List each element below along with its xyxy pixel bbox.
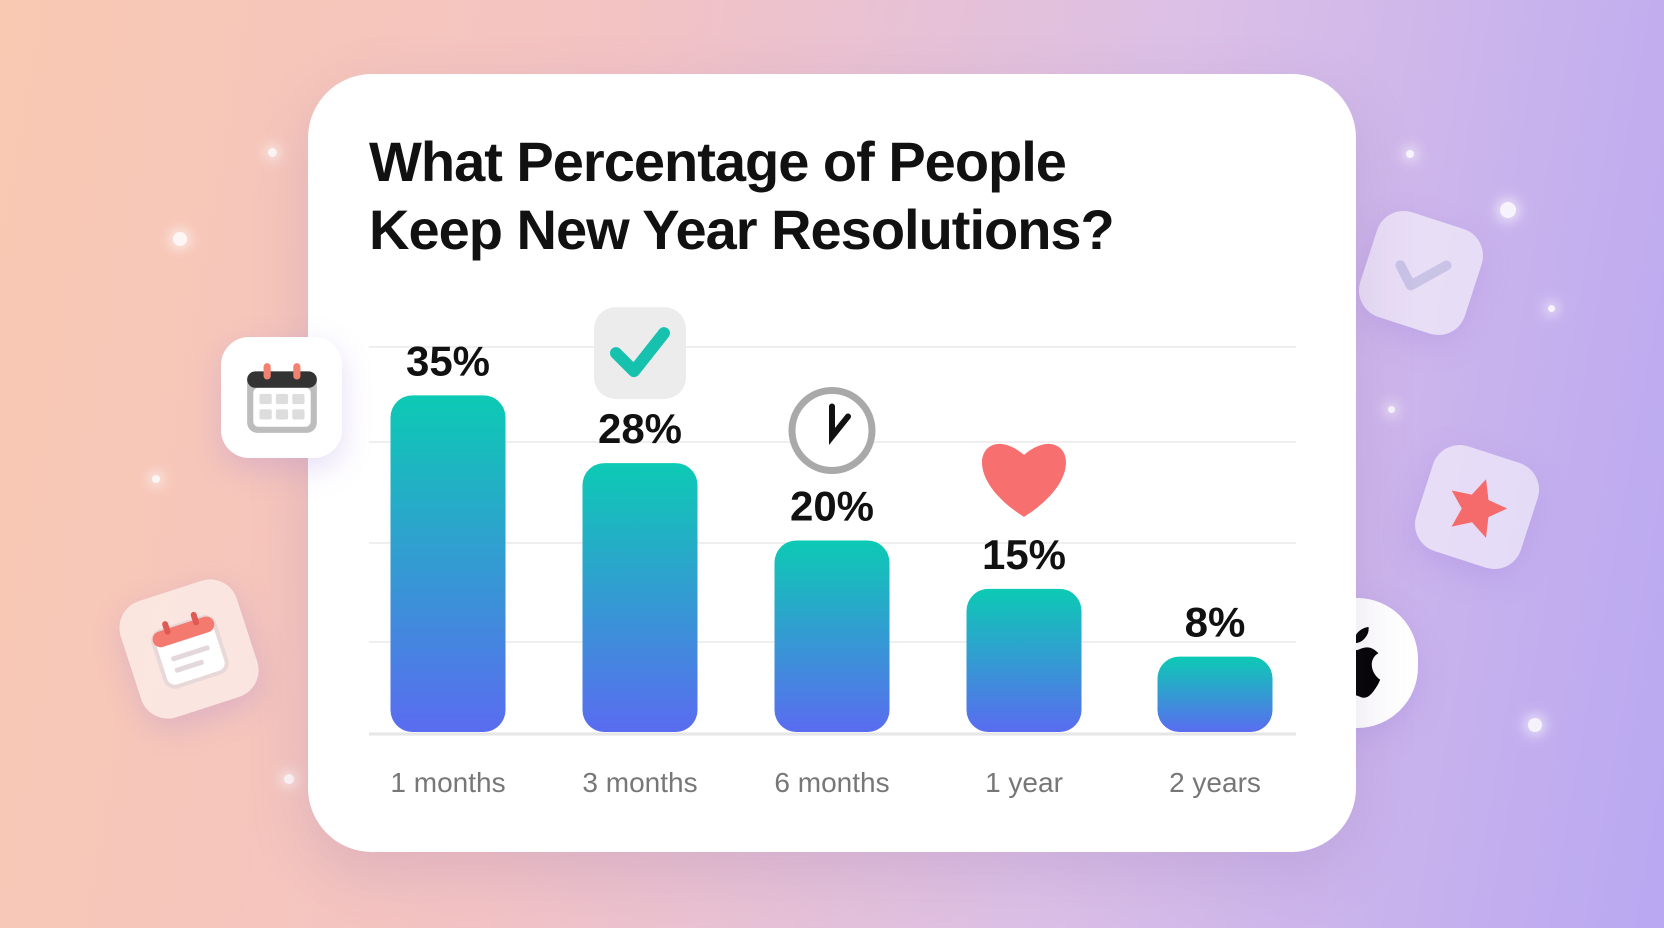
bar [390,395,506,732]
data-label: 20% [790,483,874,530]
sparkle [173,232,187,246]
sparkle [1548,305,1555,312]
bar [1157,656,1273,732]
sparkle [1406,150,1414,158]
data-label: 8% [1185,599,1246,646]
sparkle [268,148,277,157]
chart-title: What Percentage of People Keep New Year … [369,130,1115,261]
sparkle [284,774,294,784]
x-tick-label: 1 months [390,767,505,798]
sparkle [152,475,160,483]
calendar-icon [221,337,342,458]
data-label: 35% [406,337,490,384]
clock-icon [788,387,876,474]
sparkle [1528,718,1542,732]
checkmark-icon [594,307,686,400]
x-tick-label: 1 year [985,767,1063,798]
x-tick-label: 2 years [1169,767,1261,798]
calendar-note-icon [112,572,266,726]
checkmark-tile-icon [1351,203,1491,343]
star-icon [1407,437,1547,577]
bar [966,588,1082,732]
heart-icon [982,443,1066,517]
bar [774,540,890,732]
x-tick-label: 6 months [774,767,889,798]
sparkle [1500,202,1516,218]
bar [582,463,698,732]
data-label: 15% [982,531,1066,578]
sparkle [1388,406,1395,413]
x-tick-label: 3 months [582,767,697,798]
data-label: 28% [598,405,682,452]
